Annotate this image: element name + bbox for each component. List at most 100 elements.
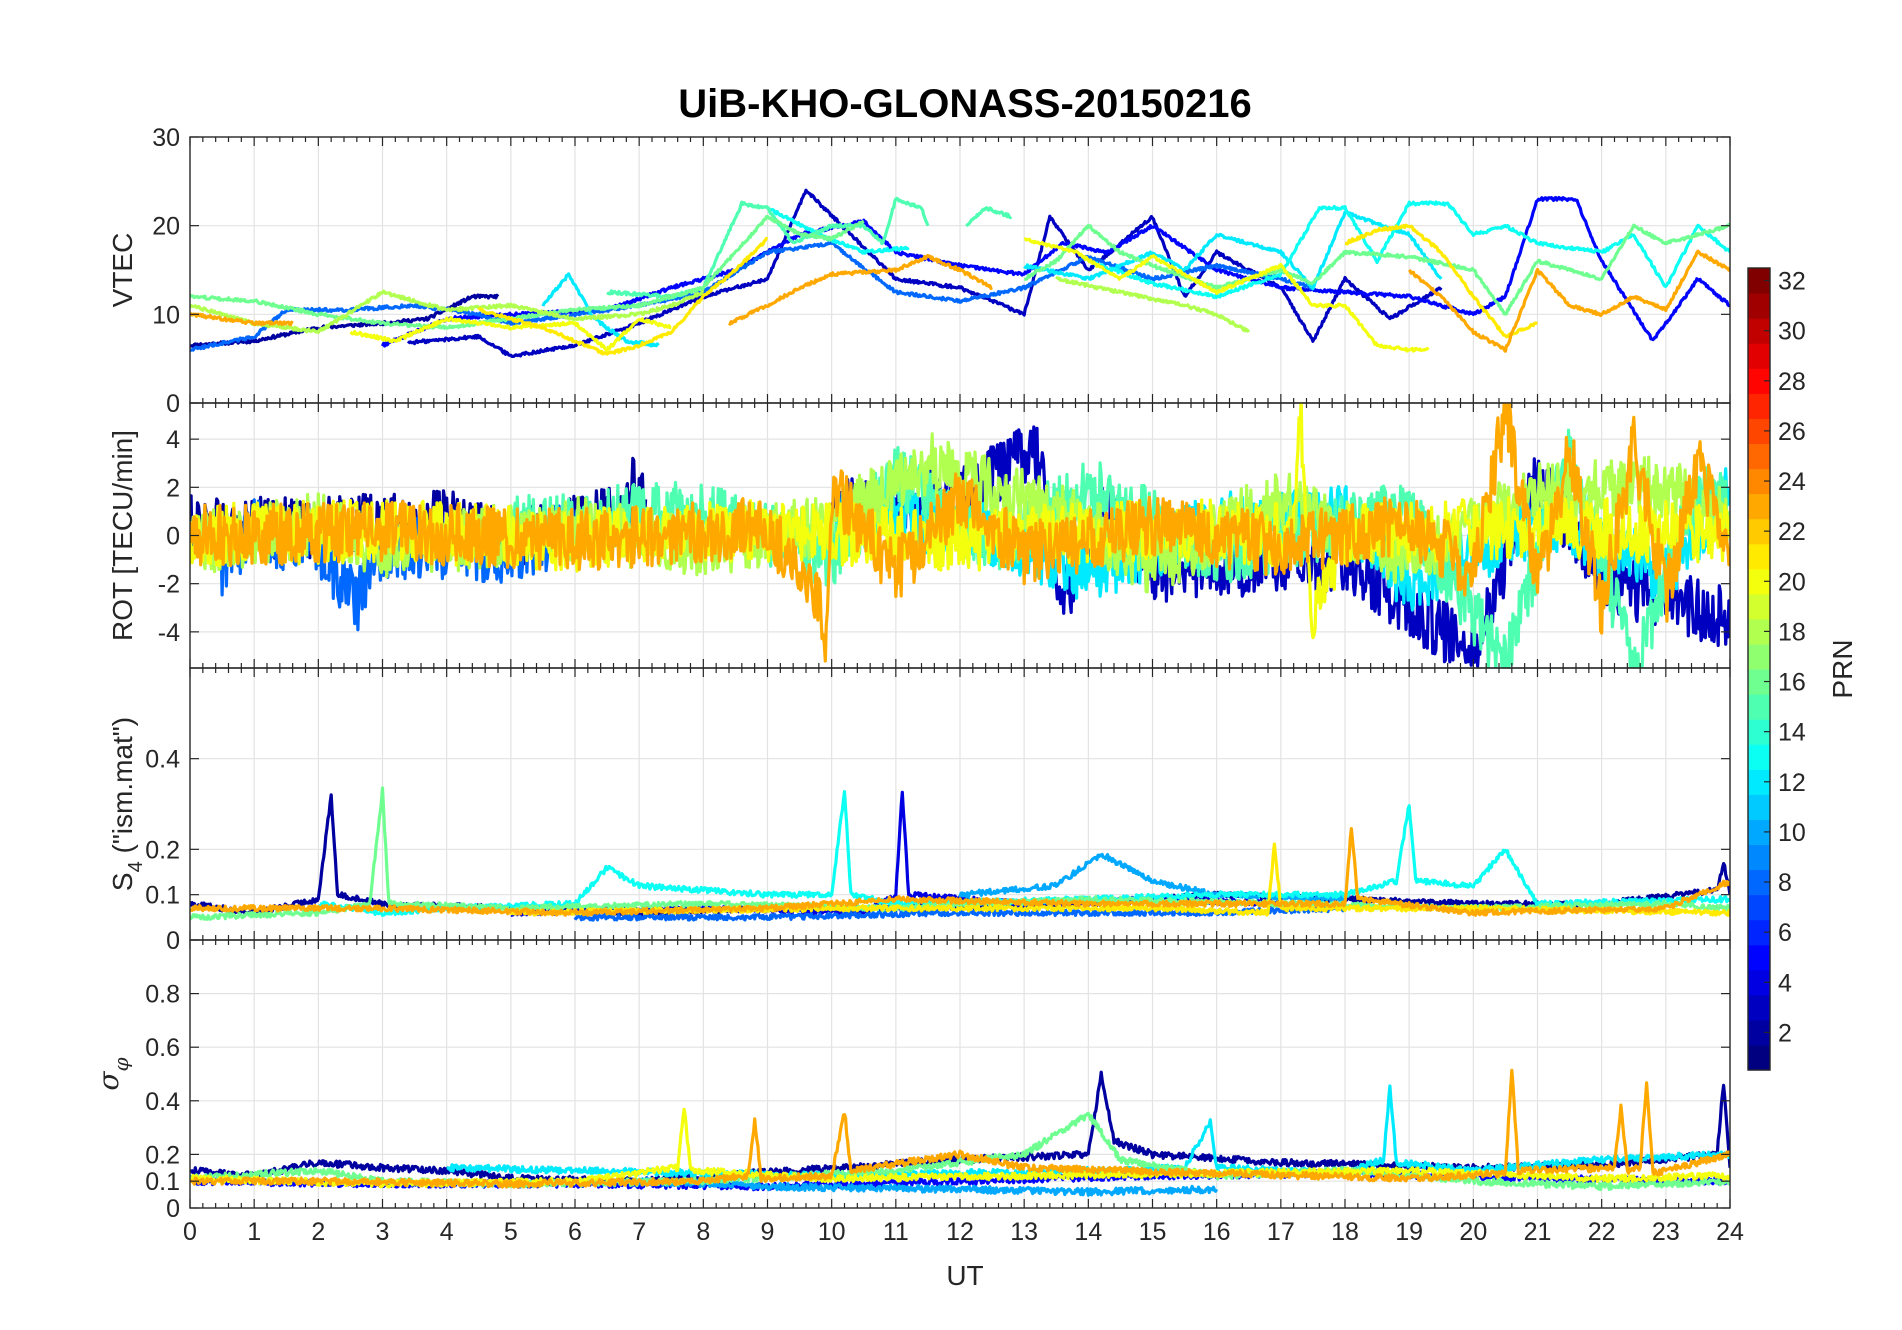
colorbar-tick-label: 32 — [1778, 268, 1806, 296]
x-tick-label: 12 — [946, 1218, 974, 1246]
y-tick-label: 0.6 — [145, 1034, 180, 1062]
y-tick-label: 20 — [152, 213, 180, 241]
x-tick-label: 14 — [1074, 1218, 1102, 1246]
x-tick-label: 22 — [1588, 1218, 1616, 1246]
colorbar-swatch — [1748, 493, 1770, 520]
x-tick-label: 13 — [1010, 1218, 1038, 1246]
colorbar-swatch — [1748, 343, 1770, 369]
y-tick-label: -2 — [158, 571, 180, 599]
x-tick-label: 3 — [376, 1218, 390, 1246]
colorbar-swatch — [1748, 1044, 1770, 1071]
colorbar-tick-label: 30 — [1778, 318, 1806, 346]
x-tick-label: 4 — [440, 1218, 454, 1246]
y-tick-label: 0.1 — [145, 882, 180, 910]
y-tick-label: 10 — [152, 301, 180, 329]
colorbar-swatch — [1748, 794, 1770, 820]
series-prn-23 — [190, 312, 294, 327]
panel-s4: 0 0.1 0.2 0.4S4 ("ism.mat") — [107, 667, 1731, 955]
colorbar-tick-label: 12 — [1778, 769, 1806, 797]
y-axis-label-sigma: σφ — [92, 1057, 133, 1090]
colorbar-swatch — [1748, 443, 1770, 470]
colorbar-swatch — [1748, 919, 1770, 946]
colorbar-swatch — [1748, 819, 1770, 846]
colorbar-swatch — [1748, 894, 1770, 921]
y-tick-label: 0 — [166, 927, 180, 955]
colorbar-tick-label: 10 — [1778, 819, 1806, 847]
x-tick-label: 18 — [1331, 1218, 1359, 1246]
colorbar-swatch — [1748, 593, 1770, 620]
series-prn-23 — [727, 253, 993, 326]
colorbar-swatch — [1748, 368, 1770, 394]
colorbar-swatch — [1748, 418, 1770, 445]
series-prn-16 — [1023, 223, 1730, 316]
x-tick-label: 15 — [1139, 1218, 1167, 1246]
colorbar-swatch — [1748, 318, 1770, 344]
x-tick-label: 17 — [1267, 1218, 1295, 1246]
colorbar-swatch — [1748, 994, 1770, 1021]
panel-rot: -4 -2 0 2 4 ROT [TECU/min] — [107, 402, 1731, 669]
colorbar-swatch — [1748, 869, 1770, 896]
y-tick-label: 0.2 — [145, 836, 180, 864]
series-prn-23 — [1407, 249, 1730, 353]
colorbar-swatch — [1748, 719, 1770, 745]
series-group — [190, 1068, 1730, 1197]
series-prn-13 — [766, 206, 910, 255]
colorbar-swatch — [1748, 618, 1770, 645]
x-tick-label: 16 — [1203, 1218, 1231, 1246]
series-prn-23 — [190, 403, 1730, 663]
series-prn-10 — [637, 1176, 1219, 1197]
colorbar-tick-label: 6 — [1778, 919, 1792, 947]
colorbar-swatch — [1748, 669, 1770, 695]
colorbar-tick-label: 22 — [1778, 518, 1806, 546]
y-tick-label: 0.8 — [145, 981, 180, 1009]
x-tick-label: 0 — [183, 1218, 197, 1246]
colorbar-swatch — [1748, 268, 1770, 294]
y-tick-label: 0.1 — [145, 1168, 180, 1196]
series-prn-12 — [541, 272, 660, 348]
colorbar-tick-label: 14 — [1778, 719, 1806, 747]
x-tick-label: 1 — [247, 1218, 261, 1246]
colorbar-swatch — [1748, 694, 1770, 720]
y-tick-label: 0.2 — [145, 1141, 180, 1169]
colorbar-swatch — [1748, 769, 1770, 795]
y-axis-label-rot: ROT [TECU/min] — [107, 430, 138, 641]
colorbar-swatch — [1748, 643, 1770, 670]
colorbar-tick-label: 24 — [1778, 468, 1806, 496]
x-tick-label: 6 — [568, 1218, 582, 1246]
x-tick-label: 23 — [1652, 1218, 1680, 1246]
series-prn-8 — [190, 241, 1315, 353]
series-prn-16 — [190, 214, 865, 330]
colorbar-swatch — [1748, 568, 1770, 595]
colorbar-swatch — [1748, 518, 1770, 545]
y-tick-label: 0.4 — [145, 1088, 180, 1116]
colorbar-tick-label: 26 — [1778, 418, 1806, 446]
colorbar-swatch — [1748, 393, 1770, 419]
x-tick-label: 24 — [1716, 1218, 1744, 1246]
chart-title: UiB-KHO-GLONASS-20150216 — [678, 82, 1252, 126]
y-tick-label: 30 — [152, 124, 180, 152]
series-prn-12 — [1023, 210, 1443, 291]
colorbar-swatch — [1748, 969, 1770, 996]
series-prn-15 — [606, 196, 930, 300]
y-axis-label-vtec: VTEC — [107, 233, 138, 308]
y-tick-label: 0.4 — [145, 746, 180, 774]
x-tick-label: 11 — [883, 1218, 909, 1246]
colorbar-tick-label: 8 — [1778, 869, 1792, 897]
panel-vtec: 0 10 20 30 VTEC — [107, 124, 1731, 418]
colorbar-tick-label: 28 — [1778, 368, 1806, 396]
x-tick-label: 10 — [818, 1218, 846, 1246]
series-prn-21 — [477, 236, 769, 356]
x-tick-label: 7 — [632, 1218, 646, 1246]
series-prn-15 — [965, 206, 1013, 228]
series-prn-18 — [1055, 276, 1251, 334]
series-prn-20 — [349, 316, 672, 352]
series-prn-20 — [1023, 237, 1430, 353]
x-tick-label: 20 — [1459, 1218, 1487, 1246]
colorbar-frame — [1747, 267, 1771, 1071]
x-tick-label: 9 — [761, 1218, 775, 1246]
x-tick-label: 5 — [504, 1218, 518, 1246]
colorbar-label: PRN — [1827, 639, 1858, 698]
colorbar-tick-label: 18 — [1778, 618, 1806, 646]
